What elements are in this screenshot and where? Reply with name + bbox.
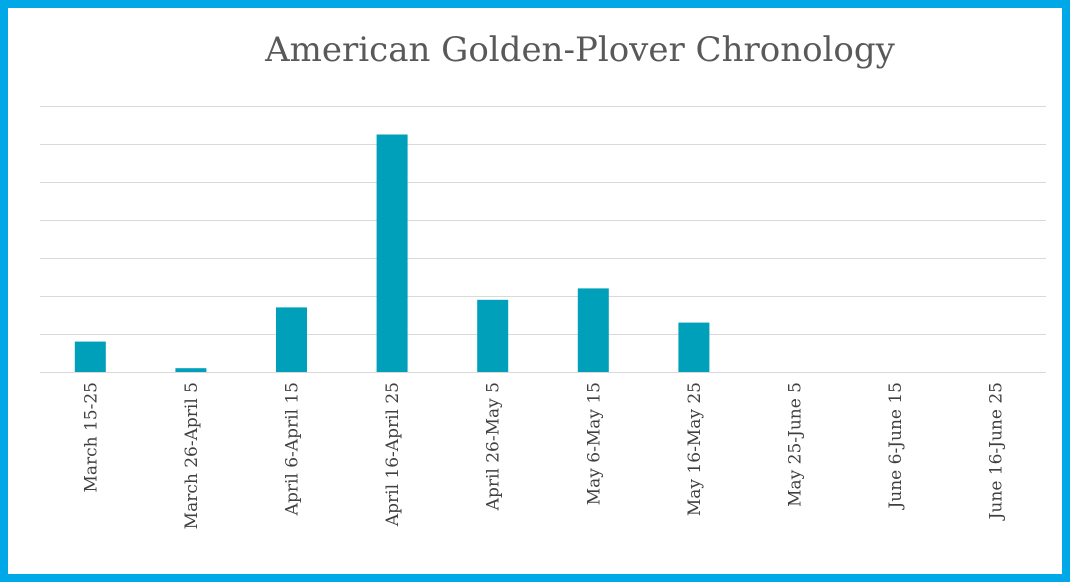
x-tick-label: April 6-April 15 [283,382,303,516]
x-tick-label: May 25-June 5 [786,382,806,507]
x-tick-label: May 6-May 15 [584,382,604,505]
x-tick-label: March 15-25 [81,382,101,493]
x-tick-label: April 16-April 25 [383,382,403,527]
bars [74,134,710,372]
x-tick-labels: March 15-25 March 26-April 5 April 6-April… [81,382,1006,529]
bar-3 [376,134,408,372]
bar-5 [577,288,609,372]
bar-6 [678,322,710,372]
x-tick-label: May 16-May 25 [685,382,705,516]
bar-1 [175,368,207,372]
gridlines [40,106,1046,373]
bar-2 [276,307,307,372]
bar-0 [74,341,106,372]
chart-title: American Golden-Plover Chronology [265,30,895,70]
x-tick-label: April 26-May 5 [484,382,504,511]
bar-4 [477,299,509,372]
x-tick-label: June 16-June 25 [987,382,1007,521]
x-tick-label: March 26-April 5 [182,382,202,529]
x-tick-label: June 6-June 15 [886,382,906,511]
